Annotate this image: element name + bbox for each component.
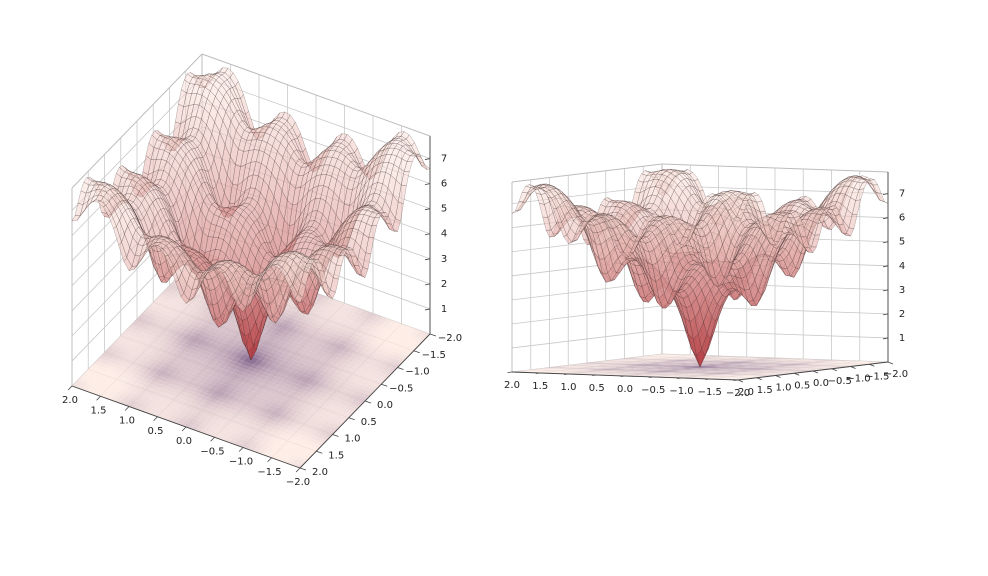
x-tick-label: 0.5 <box>589 383 605 394</box>
y-tick-label: 1.5 <box>757 385 773 396</box>
z-tick-label: 4 <box>441 229 447 240</box>
x-tick-label: 1.5 <box>532 381 548 392</box>
x-tick-label: 0.0 <box>617 384 633 395</box>
z-tick-label: 2 <box>899 309 905 320</box>
x-tick-label: −1.5 <box>257 467 281 478</box>
x-tick-label: 0.0 <box>176 436 192 447</box>
y-tick-label: 1.0 <box>345 434 361 445</box>
z-tick-label: 6 <box>899 213 905 224</box>
z-tick-label: 5 <box>441 204 447 215</box>
x-tick-label: 2.0 <box>504 380 520 391</box>
surface-mesh <box>71 67 431 361</box>
surface-plot-elevated: 2.01.51.00.50.0−0.5−1.0−1.5−2.0−2.0−1.5−… <box>62 53 462 488</box>
x-tick-label: −0.5 <box>641 385 665 396</box>
z-tick-label: 1 <box>441 304 447 315</box>
x-tick-label: 1.0 <box>119 416 135 427</box>
surface-mesh <box>511 169 889 368</box>
y-tick-label: 0.0 <box>377 400 393 411</box>
z-tick-label: 4 <box>899 261 905 272</box>
y-tick-label: 2.0 <box>312 467 328 478</box>
y-tick-label: −1.0 <box>405 367 429 378</box>
axis-ticks: 2.0 1.5 1.0 0.5 0.0 −0.5 −1.0 −1.5 −2.02.0 1.5 1.0… <box>504 172 908 399</box>
y-tick-label: −1.0 <box>846 374 870 385</box>
floor-contour-projection <box>512 354 888 380</box>
x-tick-label: −1.0 <box>229 457 253 468</box>
x-tick-label: 0.5 <box>148 426 164 437</box>
x-tick-label: −1.5 <box>698 387 722 398</box>
y-tick-label: 1.5 <box>328 450 344 461</box>
z-tick-label: 7 <box>441 154 447 165</box>
y-tick-label: −0.5 <box>389 383 413 394</box>
x-tick-label: −2.0 <box>726 388 750 399</box>
z-tick-label: 5 <box>899 237 905 248</box>
x-tick-label: 2.0 <box>62 395 78 406</box>
y-tick-label: 1.0 <box>776 383 792 394</box>
z-tick-label: 3 <box>899 285 905 296</box>
x-tick-label: −1.0 <box>669 386 693 397</box>
y-tick-label: −1.5 <box>865 371 889 382</box>
surface-plot-side: 2.0 1.5 1.0 0.5 0.0 −0.5 −1.0 −1.5 −2.02.0 1.5 1.0… <box>504 163 908 399</box>
y-tick-label: 0.5 <box>361 417 377 428</box>
x-tick-label: 1.5 <box>91 405 107 416</box>
y-tick-label: −0.5 <box>828 376 852 387</box>
y-tick-label: −2.0 <box>884 369 908 380</box>
x-tick-label: −0.5 <box>200 446 224 457</box>
y-tick-label: −2.0 <box>438 333 462 344</box>
axis-ticks: 2.01.51.00.50.0−0.5−1.0−1.5−2.0−2.0−1.5−… <box>62 136 462 488</box>
z-tick-label: 7 <box>899 189 905 200</box>
z-tick-label: 1 <box>899 333 905 344</box>
z-tick-label: 2 <box>441 279 447 290</box>
y-tick-label: 0.5 <box>794 380 810 391</box>
x-tick-label: −2.0 <box>286 477 310 488</box>
y-tick-label: −1.5 <box>422 350 446 361</box>
x-tick-label: 1.0 <box>561 382 577 393</box>
z-tick-label: 3 <box>441 254 447 265</box>
y-tick-label: 2.0 <box>738 387 754 398</box>
y-tick-label: 0.0 <box>813 378 829 389</box>
z-tick-label: 6 <box>441 179 447 190</box>
